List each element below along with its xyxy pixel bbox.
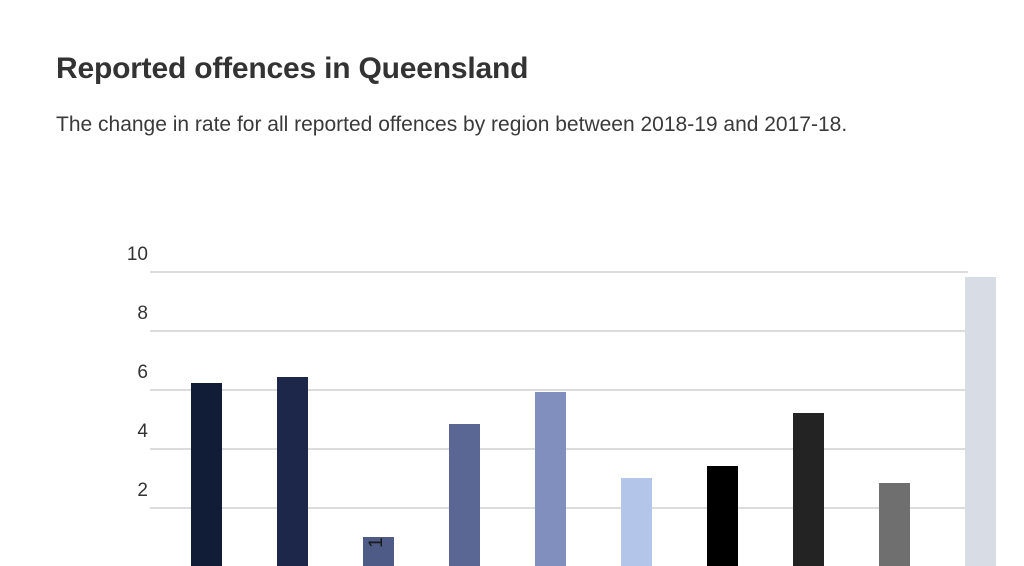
- bar[interactable]: [191, 383, 222, 566]
- bar[interactable]: [535, 392, 566, 566]
- bar[interactable]: [879, 483, 910, 566]
- bar[interactable]: [965, 277, 996, 566]
- bars: 1: [0, 0, 1024, 512]
- chart-page: Reported offences in Queensland The chan…: [0, 0, 1024, 512]
- bar-value-label: 1: [367, 537, 386, 548]
- bar[interactable]: [449, 424, 480, 566]
- bar[interactable]: [793, 413, 824, 566]
- bar[interactable]: [621, 478, 652, 566]
- chart-plot-area: 10 8 6 4 2 1: [0, 0, 1024, 512]
- bar[interactable]: [277, 377, 308, 566]
- bar[interactable]: [707, 466, 738, 566]
